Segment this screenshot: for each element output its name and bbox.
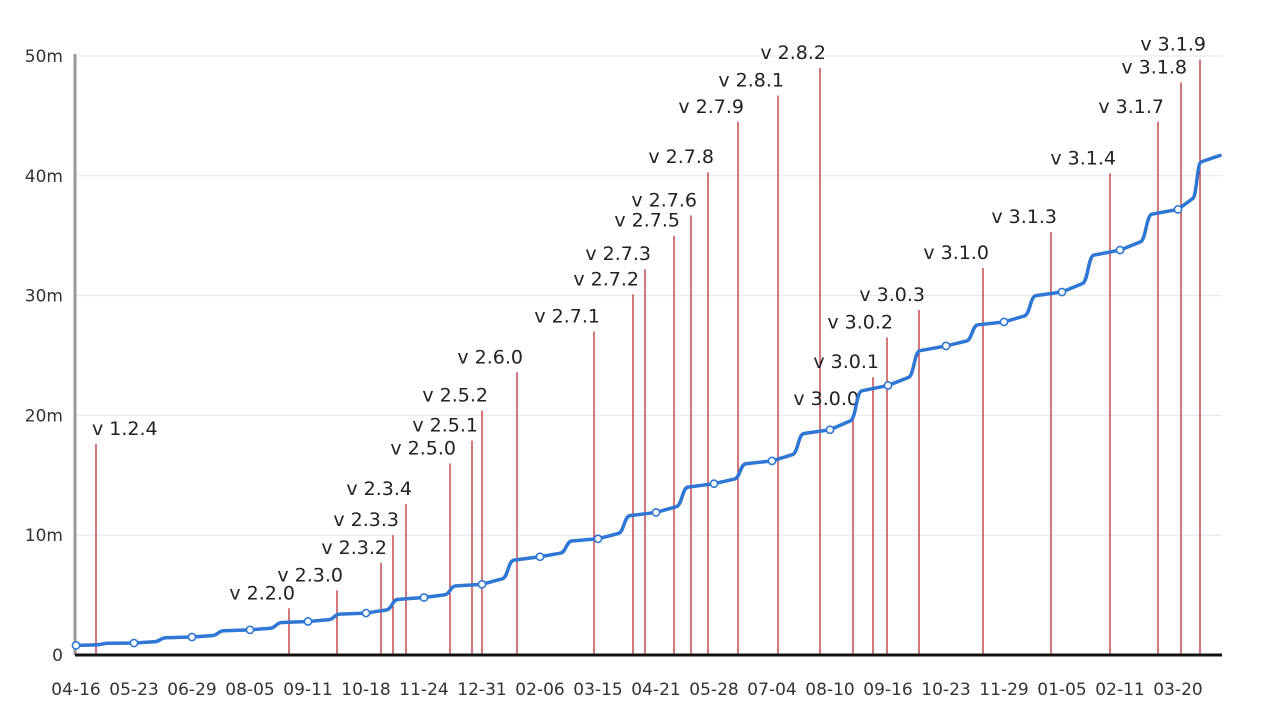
x-tick-label: 04-16 [51,680,100,700]
release-label: v 2.3.4 [346,478,412,500]
data-point [303,617,313,626]
release-label: v 3.1.4 [1050,147,1116,169]
data-point [71,641,81,650]
release-label: v 3.1.7 [1098,96,1164,118]
x-tick-label: 03-15 [573,680,622,700]
release-label: v 2.3.3 [333,509,399,531]
x-tick-label: 10-23 [921,680,970,700]
release-label: v 3.1.3 [991,206,1057,228]
release-label: v 2.2.0 [229,582,295,604]
x-tick-label: 11-29 [979,680,1028,700]
x-tick-label: 12-31 [457,680,506,700]
release-label: v 2.3.2 [321,537,387,559]
release-label: v 3.1.8 [1121,56,1187,78]
release-label: v 2.8.1 [718,70,784,92]
release-label: v 3.1.0 [923,242,989,264]
data-point [593,534,603,544]
release-label: v 2.7.6 [631,189,697,211]
y-tick-label: 0 [52,646,63,666]
release-label: v 1.2.4 [92,418,158,440]
release-label: v 2.3.0 [277,564,343,586]
x-tick-label: 02-06 [515,680,564,700]
data-point [187,632,197,642]
x-tick-label: 09-11 [283,680,332,700]
x-tick-label: 02-11 [1095,680,1144,700]
data-point [535,552,545,562]
x-tick-label: 05-28 [689,680,738,700]
data-point [999,317,1009,327]
x-tick-label: 01-05 [1037,680,1086,700]
release-markers: v 1.2.4 v 2.2.0v 2.3.0 v 2.3.2 v 2.3.3 v 2.3… [92,34,1206,655]
data-point [1057,287,1067,297]
data-point [709,479,719,489]
data-point [245,625,255,635]
x-tick-label: 08-05 [225,680,274,700]
data-point [651,508,661,517]
y-tick-labels: 0 10m 20m 30m 40m 50m [25,47,63,666]
axes [73,54,1222,657]
release-label: v 2.5.2 [422,385,488,407]
data-point [477,579,487,589]
y-tick-label: 40m [25,167,63,187]
x-tick-label: 11-24 [399,680,448,700]
y-tick-label: 20m [25,406,63,426]
release-label: v 2.7.2 [573,268,639,290]
data-point [129,638,139,648]
release-label: v 2.6.0 [457,346,523,368]
x-tick-labels: 04-16 05-23 06-29 08-05 09-11 10-18 11-24 12-31… [51,680,1202,700]
data-point [1115,245,1125,255]
data-points [71,204,1183,650]
data-point [767,456,777,466]
grid-lines [75,55,1222,536]
release-label: v 2.5.1 [412,415,478,437]
data-point [941,341,951,351]
x-tick-label: 10-18 [341,680,390,700]
release-label: v 3.0.0 [793,388,859,410]
release-label: v 2.5.0 [390,437,456,459]
x-tick-label: 07-04 [747,680,796,700]
x-tick-label: 03-20 [1153,680,1202,700]
release-label: v 2.7.9 [678,96,744,118]
y-tick-label: 30m [25,287,63,307]
data-point [1173,204,1183,214]
data-point [361,608,371,618]
data-point [883,381,893,390]
release-label: v 3.0.2 [827,312,893,334]
y-tick-label: 50m [25,47,63,67]
release-label: v 2.7.1 [534,306,600,328]
release-label: v 2.7.8 [648,146,714,168]
release-label: v 2.7.3 [585,243,651,265]
x-tick-label: 04-21 [631,680,680,700]
data-point [825,425,835,435]
release-label: v 2.7.5 [614,210,680,232]
x-tick-label: 06-29 [167,680,216,700]
y-tick-label: 10m [25,526,63,546]
data-point [419,593,429,602]
x-tick-label: 08-10 [805,680,854,700]
release-label: v 3.1.9 [1140,34,1206,56]
x-tick-label: 05-23 [109,680,158,700]
release-label: v 3.0.1 [813,351,879,373]
x-tick-label: 09-16 [863,680,912,700]
release-label: v 3.0.3 [859,284,925,306]
release-label: v 2.8.2 [760,42,826,64]
